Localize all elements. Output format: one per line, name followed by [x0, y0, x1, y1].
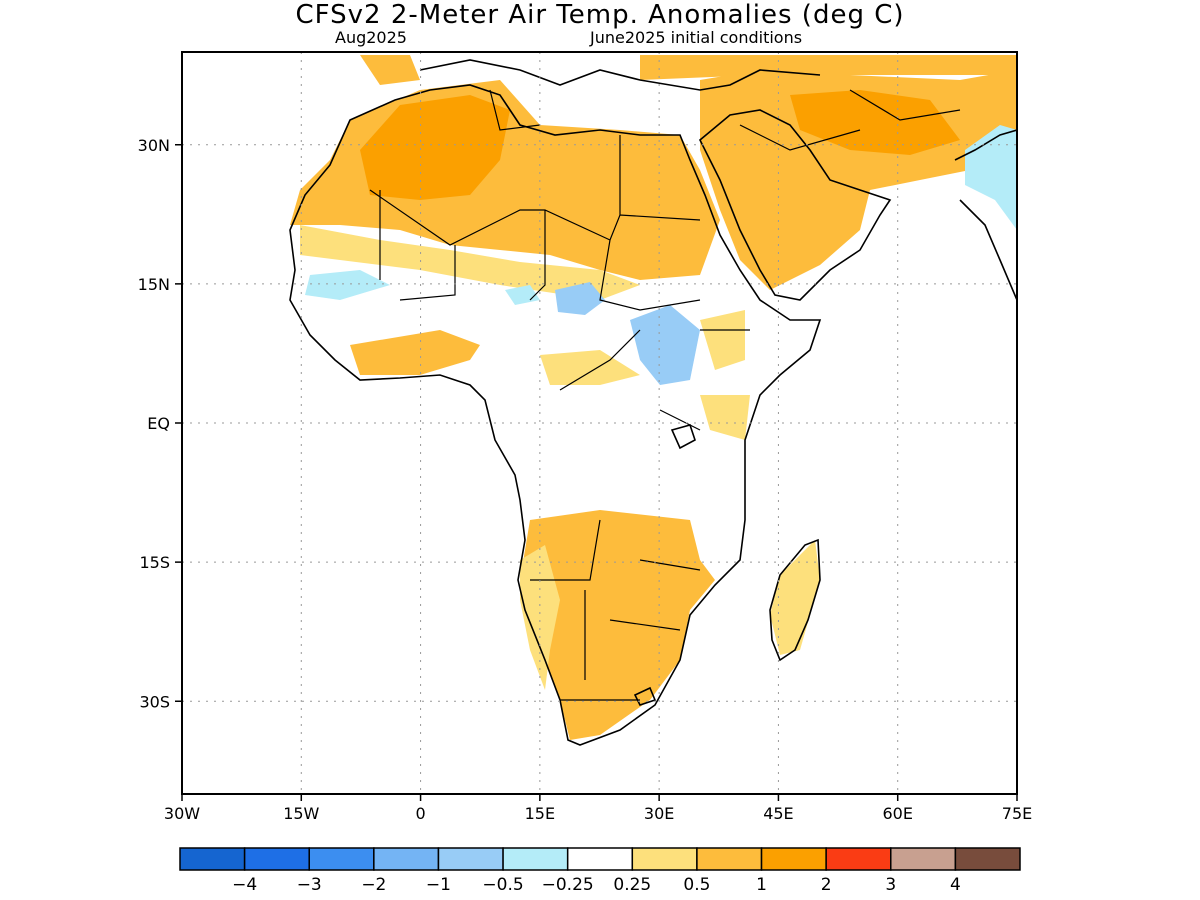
lat-tick-label: EQ: [147, 414, 170, 433]
lon-tick-label: 0: [415, 804, 425, 823]
anomaly-region-southern-africa: [520, 510, 715, 740]
colorbar-swatch: [566, 847, 634, 871]
colorbar-swatch: [696, 847, 763, 871]
colorbar-label: 3: [885, 875, 896, 895]
colorbar-label: 2: [821, 875, 832, 895]
anomaly-region-angola-light: [520, 545, 560, 690]
lon-tick-label: 15E: [525, 804, 555, 823]
lat-tick-label: 15S: [139, 553, 170, 572]
colorbar-swatch: [308, 847, 375, 871]
lat-tick-label: 30S: [139, 692, 170, 711]
colorbar: −4 −3 −2 −1 −0.5 −0.25 0.25 0.5 1 2 3 4: [179, 847, 1021, 895]
colorbar-label: 4: [950, 875, 961, 895]
latitude-axis: 30N 15N EQ 15S 30S: [138, 136, 182, 711]
mediterranean-coastline: [419, 59, 821, 91]
colorbar-label: 0.25: [613, 875, 651, 895]
anomaly-shading: [290, 55, 1017, 740]
anomaly-region-iran: [790, 90, 960, 155]
africa-coastline: [289, 84, 822, 746]
anomaly-region-sudan-cool: [630, 305, 700, 385]
colorbar-swatch: [890, 847, 957, 871]
map-title: CFSv2 2-Meter Air Temp. Anomalies (deg C…: [295, 0, 905, 30]
colorbar-swatch: [760, 847, 827, 871]
anomaly-region-sahel-neutral: [300, 225, 640, 300]
colorbar-swatch: [373, 847, 440, 871]
lon-tick-label: 45E: [763, 804, 793, 823]
colorbar-swatch: [502, 847, 569, 871]
anomaly-region-europe-edge: [360, 55, 1017, 85]
longitude-axis: 30W 15W 0 15E 30E 45E 60E 75E: [164, 794, 1032, 823]
colorbar-swatch: [179, 847, 246, 871]
country-borders: [369, 89, 961, 701]
lat-tick-label: 15N: [138, 275, 170, 294]
lat-tick-label: 30N: [138, 136, 170, 155]
colorbar-swatch: [954, 847, 1021, 871]
colorbar-swatch: [631, 847, 698, 871]
lon-tick-label: 75E: [1002, 804, 1032, 823]
colorbar-label: −4: [232, 875, 257, 895]
lake-victoria: [670, 424, 696, 450]
colorbar-label: 1: [756, 875, 767, 895]
graticule: [182, 52, 1017, 794]
colorbar-swatch: [437, 847, 504, 871]
lon-tick-label: 30E: [644, 804, 674, 823]
lon-tick-label: 15W: [283, 804, 319, 823]
anomaly-region-gulf-guinea: [350, 330, 480, 375]
india-coastline: [954, 129, 1017, 301]
anomaly-region-central-warm: [540, 310, 750, 440]
anomaly-region-madagascar: [770, 540, 820, 655]
anomaly-region-mali-cool: [305, 270, 540, 305]
colorbar-swatch: [825, 847, 892, 871]
lon-tick-label: 60E: [882, 804, 912, 823]
anomaly-region-algeria-strong: [360, 95, 510, 200]
initial-conditions-label: June2025 initial conditions: [590, 28, 803, 47]
anomaly-region-chad-cool: [555, 282, 605, 315]
colorbar-label: −0.25: [542, 875, 594, 895]
arabia-coastline: [699, 109, 892, 301]
colorbar-label: −3: [297, 875, 322, 895]
colorbar-swatch: [243, 847, 310, 871]
valid-month-label: Aug2025: [335, 28, 407, 47]
colorbar-label: −2: [361, 875, 386, 895]
madagascar-coastline: [769, 538, 821, 662]
coastlines: [289, 59, 1017, 746]
colorbar-label: −0.5: [482, 875, 523, 895]
lon-tick-label: 30W: [164, 804, 200, 823]
colorbar-label: −1: [426, 875, 451, 895]
colorbar-label: 0.5: [683, 875, 710, 895]
anomaly-region-india-cool: [965, 125, 1017, 230]
